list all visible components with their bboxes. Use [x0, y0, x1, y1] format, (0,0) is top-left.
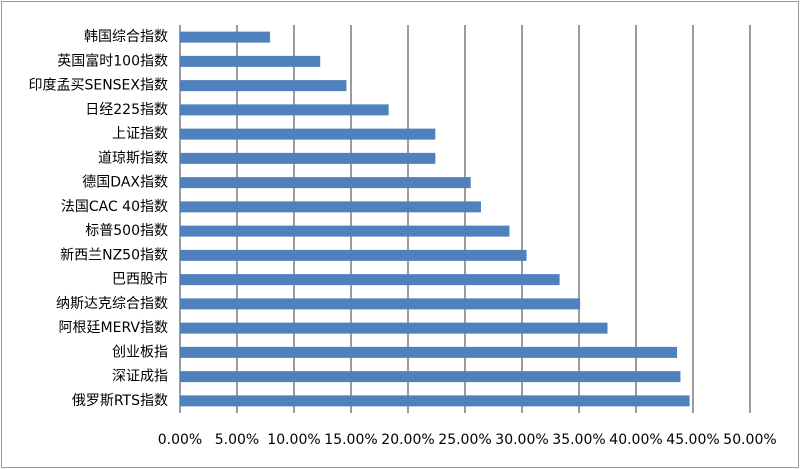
- bar: [180, 152, 436, 164]
- y-tick-label: 上证指数: [112, 126, 168, 142]
- y-tick-label: 巴西股市: [112, 271, 168, 288]
- x-tick-label: 25.00%: [438, 432, 491, 448]
- x-tick-label: 20.00%: [381, 432, 434, 448]
- bar: [180, 249, 527, 261]
- y-tick-label: 法国CAC 40指数: [61, 199, 168, 215]
- bar: [180, 225, 510, 237]
- y-tick-label: 韩国综合指数: [84, 29, 168, 45]
- y-tick-label: 道琼斯指数: [98, 150, 168, 166]
- x-tick-label: 35.00%: [552, 432, 605, 448]
- y-tick-label: 创业板指: [112, 344, 168, 360]
- bar: [180, 371, 681, 383]
- bar: [180, 55, 321, 67]
- y-tick-label: 德国DAX指数: [82, 175, 168, 191]
- bar: [180, 177, 471, 189]
- bar: [180, 80, 347, 92]
- bar: [180, 128, 436, 140]
- y-tick-label: 纳斯达克综合指数: [56, 296, 168, 312]
- x-tick-label: 30.00%: [495, 432, 548, 448]
- x-tick-label: 45.00%: [666, 432, 719, 448]
- bar: [180, 346, 678, 358]
- bar: [180, 201, 481, 213]
- bar: [180, 104, 389, 116]
- x-tick-label: 50.00%: [723, 432, 776, 448]
- y-tick-label: 深证成指: [112, 369, 168, 385]
- bar: [180, 31, 271, 43]
- y-tick-label: 印度孟买SENSEX指数: [28, 78, 168, 94]
- bar: [180, 298, 581, 310]
- x-tick-label: 0.00%: [158, 432, 202, 448]
- y-tick-label: 标普500指数: [85, 223, 168, 239]
- y-tick-label: 阿根廷MERV指数: [59, 320, 168, 336]
- x-tick-label: 10.00%: [267, 432, 320, 448]
- x-tick-label: 15.00%: [324, 432, 377, 448]
- bar: [180, 395, 690, 407]
- y-tick-label: 英国富时100指数: [57, 52, 168, 69]
- y-tick-label: 新西兰NZ50指数: [60, 247, 168, 263]
- x-tick-label: 5.00%: [215, 432, 259, 448]
- bar: [180, 274, 560, 286]
- y-tick-label: 日经225指数: [85, 102, 168, 118]
- x-tick-label: 40.00%: [609, 432, 662, 448]
- y-tick-label: 俄罗斯RTS指数: [72, 393, 168, 409]
- bar: [180, 322, 608, 334]
